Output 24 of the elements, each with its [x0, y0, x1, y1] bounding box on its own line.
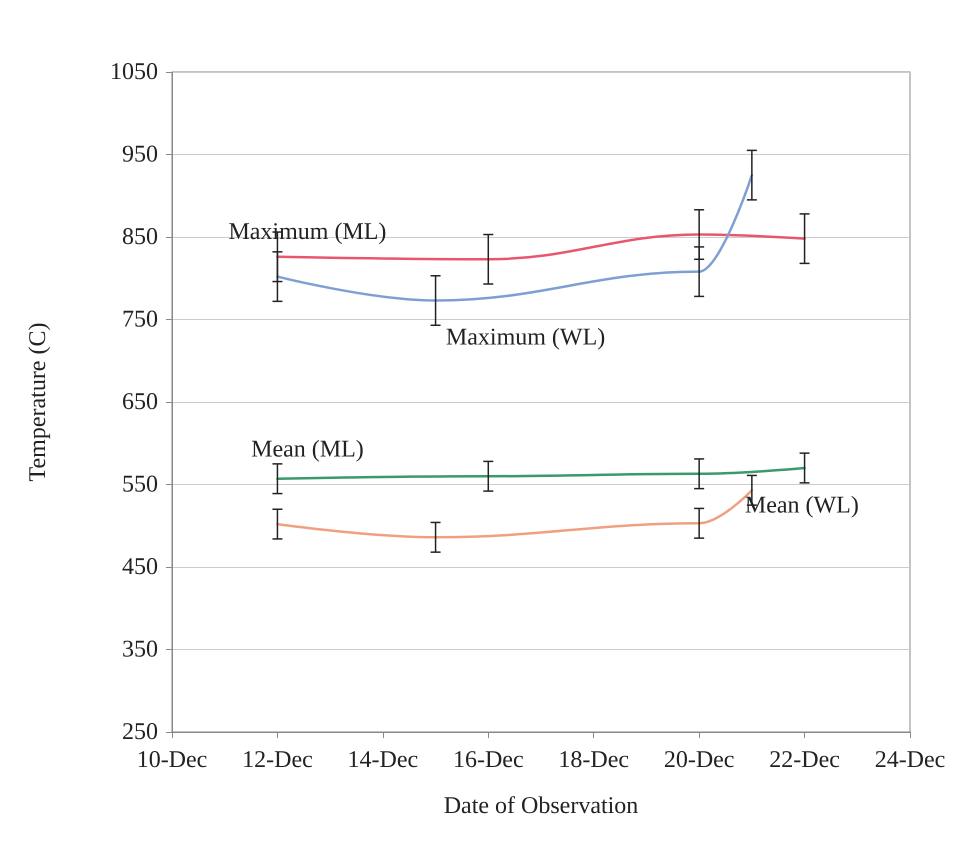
y-tick-label: 750: [122, 306, 158, 332]
x-tick-label: 22-Dec: [769, 747, 840, 773]
y-tick-label: 450: [122, 554, 158, 580]
x-tick-label: 20-Dec: [664, 747, 734, 773]
series-label: Mean (WL): [744, 492, 859, 518]
line-series: [276, 466, 806, 480]
series-label: Mean (ML): [251, 436, 364, 463]
y-tick-label: 1050: [110, 59, 158, 85]
x-tick-label: 14-Dec: [348, 747, 418, 773]
series-label: Maximum (ML): [228, 218, 386, 245]
x-tick-label: 16-Dec: [452, 747, 524, 773]
x-tick-label: 10-Dec: [136, 747, 208, 773]
y-tick-label: 250: [122, 719, 158, 745]
y-tick-label: 550: [122, 472, 158, 498]
y-tick-label: 950: [122, 142, 158, 168]
x-tick-label: 18-Dec: [558, 747, 630, 773]
y-tick-label: 650: [122, 389, 158, 415]
x-axis-title: Date of Observation: [444, 793, 638, 819]
x-tick-label: 12-Dec: [242, 747, 313, 773]
y-tick-label: 350: [122, 636, 158, 662]
y-axis-title: Temperature (C): [25, 322, 51, 482]
y-tick-label: 850: [122, 224, 158, 250]
x-tick-label: 24-Dec: [874, 747, 946, 773]
series-label: Maximum (WL): [446, 324, 606, 351]
